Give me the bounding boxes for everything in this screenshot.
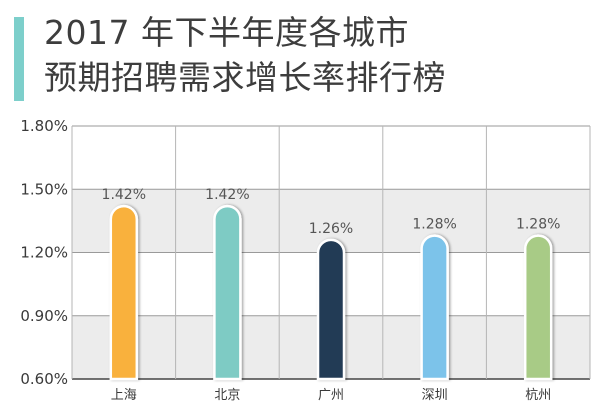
category-label: 上海 [111, 388, 137, 403]
y-tick-label: 1.80% [20, 117, 68, 135]
value-label: 1.28% [412, 217, 456, 233]
category-label: 杭州 [525, 388, 551, 403]
value-label: 1.28% [516, 217, 560, 233]
bars [109, 204, 553, 381]
y-tick-label: 1.20% [20, 244, 68, 262]
chart-title-line-1: 2017 年下半年度各城市 [44, 13, 409, 52]
bar-4 [420, 234, 449, 381]
title-accent-bar [14, 17, 24, 101]
bar-2 [213, 204, 242, 381]
category-labels: 上海 北京 广州 深圳 杭州 [111, 388, 551, 403]
y-tick-label: 0.60% [20, 370, 68, 388]
y-tick-label: 0.90% [20, 307, 68, 325]
category-label: 广州 [318, 388, 344, 403]
category-label: 北京 [214, 388, 240, 403]
bar-3 [316, 238, 346, 381]
value-label: 1.42% [102, 187, 146, 203]
bar-5 [523, 234, 553, 381]
value-labels: 1.42% 1.42% 1.26% 1.28% 1.28% [102, 187, 561, 237]
chart-title-line-2: 预期招聘需求增长率排行榜 [44, 58, 446, 97]
y-axis-ticks: 0.60% 0.90% 1.20% 1.50% 1.80% [20, 117, 68, 388]
bar-1 [109, 204, 139, 381]
value-label: 1.26% [309, 221, 353, 237]
y-tick-label: 1.50% [20, 180, 68, 198]
value-label: 1.42% [205, 187, 249, 203]
category-label: 深圳 [422, 388, 448, 403]
chart-title: 2017 年下半年度各城市 预期招聘需求增长率排行榜 [44, 10, 446, 100]
